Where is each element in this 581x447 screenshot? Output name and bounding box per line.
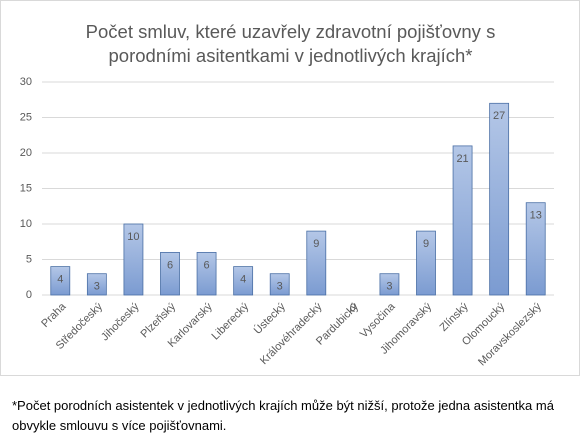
data-label: 9 [313,238,319,250]
x-tick-label: Moravskoslezský [476,300,544,368]
y-tick-label: 5 [26,253,32,265]
x-tick-label: Praha [39,300,69,330]
x-tick-label: Liberecký [210,300,252,342]
data-label: 3 [94,281,100,293]
footnote: *Počet porodních asistentek v jednotlivý… [12,398,554,433]
y-tick-label: 15 [20,182,32,194]
bar [306,230,327,296]
data-label: 21 [456,153,468,165]
data-label: 6 [167,259,173,271]
x-tick-label: Zlínský [438,300,471,333]
bar [233,266,254,296]
data-label: 4 [57,274,63,286]
x-tick-label: Jihočeský [99,300,142,343]
bar [525,202,546,296]
data-label: 0 [350,302,356,314]
data-label: 4 [240,274,246,286]
y-tick-label: 30 [20,76,32,88]
data-label: 27 [493,110,505,122]
y-tick-label: 0 [26,289,32,301]
bar [379,273,400,296]
data-label: 9 [423,238,429,250]
bar [196,251,217,296]
bar [489,102,510,296]
bar [452,145,473,296]
data-label: 13 [530,210,542,222]
bar [86,273,107,296]
y-tick-label: 25 [20,111,32,123]
chart-title: Počet smluv, které uzavřely zdravotní po… [85,21,496,66]
chart-frame [0,0,580,376]
bar [269,273,290,296]
bar [160,251,180,296]
y-tick-label: 10 [20,218,32,230]
data-label: 10 [127,231,139,243]
bar [416,230,436,296]
y-tick-label: 20 [20,147,32,159]
bar [50,266,71,296]
title-box: Počet smluv, které uzavřely zdravotní po… [0,20,581,68]
data-label: 6 [204,259,210,271]
data-label: 3 [277,281,283,293]
x-tick-label: Královéhradecký [258,300,325,367]
data-label: 3 [386,281,392,293]
x-tick-label: Ústecký [251,300,288,337]
bar [123,223,144,296]
